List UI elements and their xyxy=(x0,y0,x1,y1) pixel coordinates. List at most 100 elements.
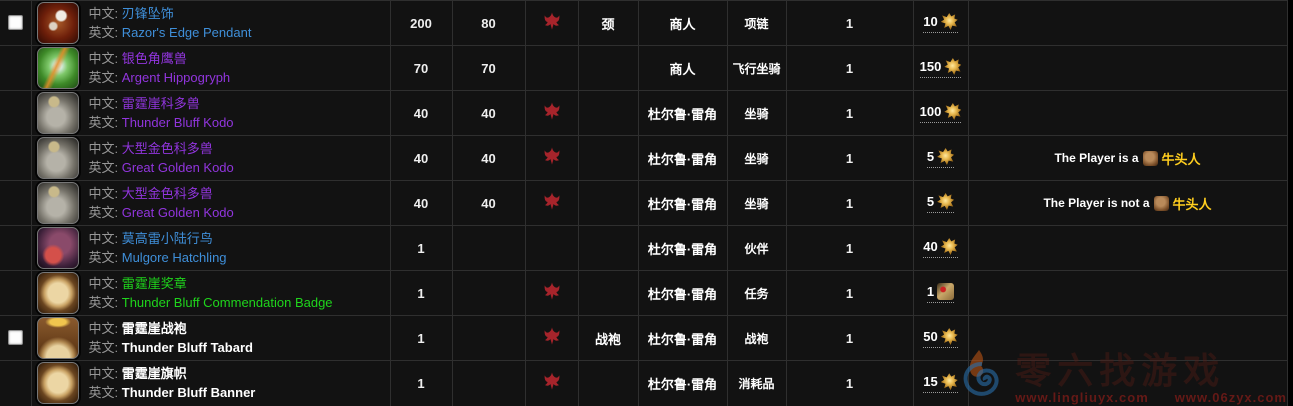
quantity-cell: 1 xyxy=(785,360,914,406)
mulgore-hatchling-icon[interactable] xyxy=(36,227,79,269)
source-cell: 商人 xyxy=(637,45,728,91)
price-value[interactable]: 150 xyxy=(919,58,962,78)
item-name-cn[interactable]: 刃锋坠饰 xyxy=(121,6,174,21)
type-cell: 飞行坐骑 xyxy=(726,45,787,91)
slot-cell xyxy=(577,45,639,91)
checkbox-cell xyxy=(0,270,32,316)
price-value[interactable]: 50 xyxy=(923,328,958,348)
price-value[interactable]: 40 xyxy=(923,238,958,258)
note-cell xyxy=(967,315,1288,361)
currency-icon xyxy=(937,283,955,300)
currency-icon xyxy=(937,148,955,165)
type-cell: 坐骑 xyxy=(726,135,787,181)
price-cell: 15 xyxy=(912,360,969,406)
type-cell: 坐骑 xyxy=(726,180,787,226)
item-name-en[interactable]: Thunder Bluff Kodo xyxy=(121,115,234,130)
table-row: 中文: 雷霆崖战袍 英文: Thunder Bluff Tabard 1 战袍 … xyxy=(0,315,1288,361)
price-value[interactable]: 10 xyxy=(923,13,958,33)
tauren-race-icon xyxy=(1153,195,1169,211)
item-level-cell: 1 xyxy=(389,270,453,316)
checkbox-cell xyxy=(0,315,32,361)
table-row: 中文: 大型金色科多兽 英文: Great Golden Kodo 40 40 … xyxy=(0,180,1288,226)
kodo-icon[interactable] xyxy=(36,137,79,179)
type-cell: 任务 xyxy=(726,270,787,316)
item-cell: 中文: 刃锋坠饰 英文: Razor's Edge Pendant xyxy=(30,0,391,46)
item-name-cn[interactable]: 银色角鹰兽 xyxy=(121,51,187,66)
cn-label: 中文: xyxy=(88,366,119,382)
price-value[interactable]: 1 xyxy=(926,283,955,303)
row-checkbox[interactable] xyxy=(8,15,23,31)
item-name-en[interactable]: Great Golden Kodo xyxy=(121,205,234,220)
item-name-en[interactable]: Great Golden Kodo xyxy=(121,160,234,175)
faction-cell xyxy=(524,270,579,316)
argent-hippogryph-icon[interactable] xyxy=(36,47,79,89)
item-name-cn[interactable]: 雷霆崖旗帜 xyxy=(121,366,187,382)
item-cell: 中文: 银色角鹰兽 英文: Argent Hippogryph xyxy=(30,45,391,91)
slot-cell: 颈 xyxy=(577,0,639,46)
badge-icon[interactable] xyxy=(36,272,79,314)
note-cell xyxy=(967,45,1288,91)
tauren-race-icon xyxy=(1142,150,1158,166)
item-name-en[interactable]: Thunder Bluff Banner xyxy=(121,385,256,401)
note-cell xyxy=(967,90,1288,136)
row-checkbox[interactable] xyxy=(8,330,23,346)
item-name-cn[interactable]: 大型金色科多兽 xyxy=(121,141,213,156)
price-amount: 15 xyxy=(923,374,938,390)
razor-edge-pendant-icon[interactable] xyxy=(36,2,79,44)
type-cell: 伙伴 xyxy=(726,225,787,271)
currency-icon xyxy=(940,13,958,30)
item-name-cn[interactable]: 大型金色科多兽 xyxy=(121,186,213,201)
price-value[interactable]: 15 xyxy=(923,373,958,394)
price-value[interactable]: 100 xyxy=(919,103,962,123)
faction-cell xyxy=(524,225,579,271)
required-level-cell: 70 xyxy=(451,45,526,91)
en-label: 英文: xyxy=(88,385,119,401)
quantity-cell: 1 xyxy=(785,180,914,226)
required-level-cell xyxy=(451,360,526,406)
badge-icon[interactable] xyxy=(36,362,79,405)
quantity-cell: 1 xyxy=(785,0,914,46)
item-level-cell: 70 xyxy=(389,45,453,91)
type-cell: 战袍 xyxy=(726,315,787,361)
tabard-icon[interactable] xyxy=(36,317,79,359)
price-amount: 5 xyxy=(926,149,935,164)
slot-cell xyxy=(577,180,639,226)
kodo-icon[interactable] xyxy=(36,92,79,134)
quantity-cell: 1 xyxy=(785,225,914,271)
item-name-cn[interactable]: 雷霆崖奖章 xyxy=(121,276,187,291)
quantity-cell: 1 xyxy=(785,315,914,361)
required-level-cell xyxy=(451,315,526,361)
item-name-en[interactable]: Thunder Bluff Tabard xyxy=(121,340,253,355)
item-name-cn[interactable]: 雷霆崖战袍 xyxy=(121,321,187,336)
slot-cell xyxy=(577,90,639,136)
item-level-cell: 200 xyxy=(389,0,453,46)
item-name-cn[interactable]: 雷霆崖科多兽 xyxy=(121,96,200,111)
item-level-cell: 40 xyxy=(389,135,453,181)
currency-icon xyxy=(937,193,955,210)
item-name-en[interactable]: Argent Hippogryph xyxy=(121,70,231,85)
checkbox-cell xyxy=(0,0,32,46)
en-label: 英文: xyxy=(88,70,119,85)
item-name-en[interactable]: Thunder Bluff Commendation Badge xyxy=(121,295,333,310)
required-level-cell: 40 xyxy=(451,180,526,226)
item-name-cn[interactable]: 莫高雷小陆行鸟 xyxy=(121,231,213,246)
cn-label: 中文: xyxy=(88,51,119,66)
en-label: 英文: xyxy=(88,250,119,265)
cn-label: 中文: xyxy=(88,276,119,291)
item-names: 中文: 雷霆崖科多兽 英文: Thunder Bluff Kodo xyxy=(89,94,234,132)
kodo-icon[interactable] xyxy=(36,182,79,224)
item-level-cell: 40 xyxy=(389,90,453,136)
note-race: 牛头人 xyxy=(1172,196,1212,212)
note-cell xyxy=(967,225,1288,271)
faction-cell xyxy=(524,360,579,406)
item-name-en[interactable]: Mulgore Hatchling xyxy=(121,250,227,265)
price-cell: 5 xyxy=(912,135,969,181)
type-cell: 坐骑 xyxy=(726,90,787,136)
price-value[interactable]: 5 xyxy=(926,148,955,168)
en-label: 英文: xyxy=(88,205,119,220)
item-level-cell: 1 xyxy=(389,360,453,406)
price-value[interactable]: 5 xyxy=(926,193,955,213)
item-name-en[interactable]: Razor's Edge Pendant xyxy=(121,25,252,40)
horde-faction-icon xyxy=(544,281,560,305)
